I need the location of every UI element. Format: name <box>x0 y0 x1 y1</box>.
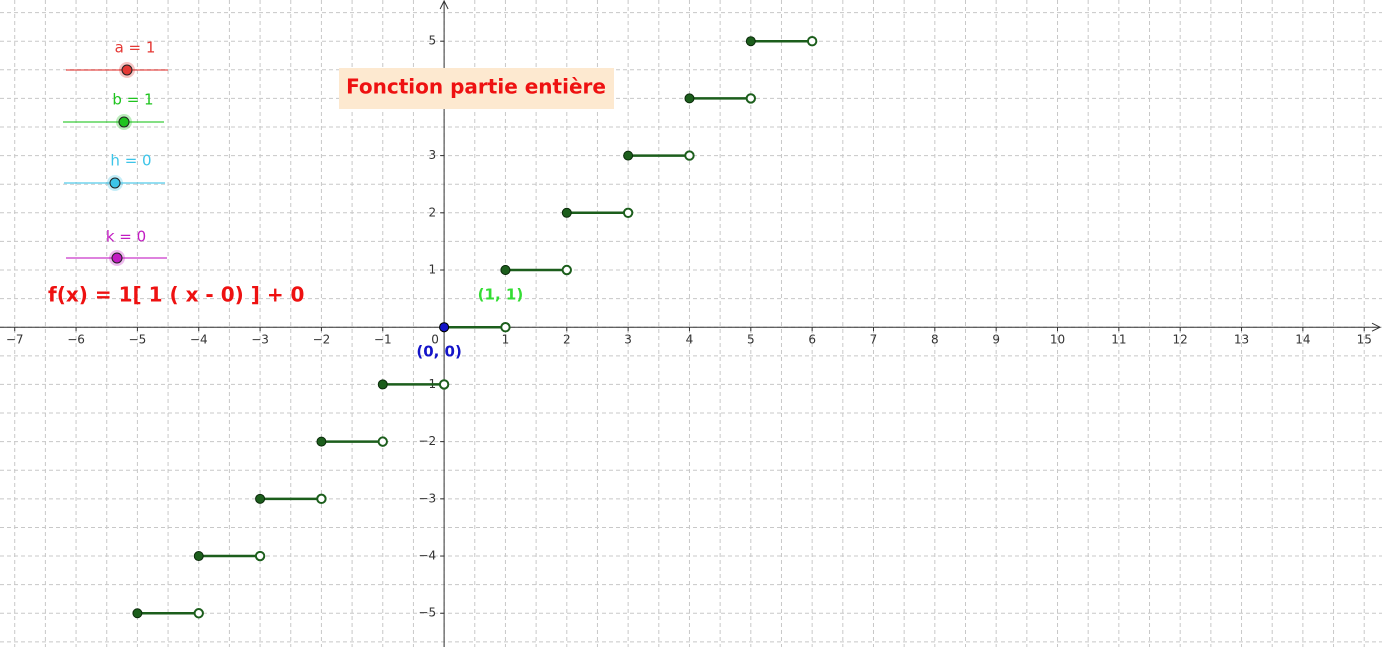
y-tick-label: −4 <box>418 549 436 563</box>
closed-endpoint <box>684 93 695 104</box>
x-tick-label: 1 <box>502 333 510 347</box>
x-tick-label: 14 <box>1295 333 1310 347</box>
x-tick-label: 9 <box>992 333 1000 347</box>
x-tick-label: 13 <box>1234 333 1249 347</box>
title-box <box>339 68 614 109</box>
y-tick-label: 5 <box>428 34 436 48</box>
open-endpoint <box>561 264 572 276</box>
x-tick-label: 12 <box>1173 333 1188 347</box>
x-tick-label: 0 <box>431 333 439 347</box>
slider-label: a = 1 <box>115 39 156 57</box>
x-tick-label: 2 <box>563 333 571 347</box>
closed-endpoint <box>193 551 204 562</box>
open-endpoint <box>745 93 757 104</box>
open-endpoint <box>622 207 634 219</box>
y-tick-label: −3 <box>418 491 436 505</box>
x-tick-label: −1 <box>374 333 392 347</box>
closed-endpoint <box>745 36 756 47</box>
slider-label: b = 1 <box>112 91 153 109</box>
point <box>500 265 511 276</box>
title: Fonction partie entière <box>346 75 606 99</box>
closed-endpoint <box>255 493 266 504</box>
y-tick-label: 3 <box>428 148 436 162</box>
x-tick-label: 8 <box>931 333 939 347</box>
slider-knob <box>121 64 133 76</box>
x-tick-label: −5 <box>129 333 147 347</box>
point <box>439 322 450 333</box>
x-tick-label: −7 <box>6 333 24 347</box>
y-tick-label: 2 <box>428 205 436 219</box>
closed-endpoint <box>377 379 388 390</box>
x-tick-label: 11 <box>1111 333 1126 347</box>
open-endpoint <box>193 608 204 619</box>
x-tick-label: −3 <box>251 333 269 347</box>
point-label: (1, 1) <box>478 286 524 304</box>
closed-endpoint <box>316 436 327 447</box>
open-endpoint <box>438 379 450 390</box>
open-endpoint <box>684 150 695 161</box>
x-axis-arrow <box>1371 322 1382 332</box>
y-axis-arrow <box>439 0 449 10</box>
y-tick-label: −2 <box>418 434 436 448</box>
y-tick-label: 1 <box>428 263 436 277</box>
x-tick-label: −2 <box>313 333 331 347</box>
x-tick-label: 15 <box>1357 333 1372 347</box>
closed-endpoint <box>561 207 572 218</box>
x-tick-label: 7 <box>870 333 878 347</box>
open-endpoint <box>806 35 818 47</box>
slider-knob <box>118 116 130 128</box>
slider-label: h = 0 <box>110 152 151 170</box>
x-tick-label: −6 <box>67 333 85 347</box>
closed-endpoint <box>132 608 143 619</box>
open-endpoint <box>500 322 511 333</box>
point-label: (0, 0) <box>416 343 462 361</box>
x-tick-label: 4 <box>686 333 694 347</box>
x-tick-label: 10 <box>1050 333 1065 347</box>
x-tick-label: 5 <box>747 333 755 347</box>
formula: f(x) = 1[ 1 ( x - 0) ] + 0 <box>48 283 304 307</box>
open-endpoint <box>316 493 327 505</box>
y-tick-label: −5 <box>418 606 436 620</box>
slider-label: k = 0 <box>106 228 146 246</box>
slider-knob <box>109 177 121 189</box>
open-endpoint <box>377 436 388 447</box>
open-endpoint <box>254 550 266 562</box>
slider-knob <box>111 252 123 264</box>
x-tick-label: 3 <box>624 333 632 347</box>
closed-endpoint <box>623 150 634 161</box>
x-tick-label: 6 <box>808 333 816 347</box>
x-tick-label: −4 <box>190 333 208 347</box>
